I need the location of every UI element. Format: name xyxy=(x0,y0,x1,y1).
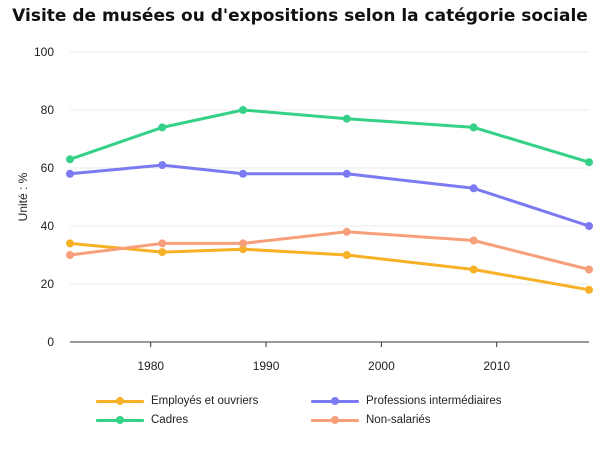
chart-title: Visite de musées ou d'expositions selon … xyxy=(12,6,588,26)
data-point xyxy=(469,265,478,274)
x-tick-label: 1980 xyxy=(137,359,164,373)
y-tick-label: 20 xyxy=(41,277,55,291)
y-axis-title: Unité : % xyxy=(16,172,30,221)
y-tick-label: 0 xyxy=(47,335,54,349)
legend-item[interactable]: Professions intermédiaires xyxy=(311,394,526,408)
data-point xyxy=(585,158,593,167)
legend-label: Cadres xyxy=(151,414,189,426)
legend-swatch-icon xyxy=(96,413,144,427)
data-point xyxy=(66,169,74,178)
data-point xyxy=(239,239,247,248)
data-point xyxy=(469,184,478,193)
series-lines xyxy=(66,106,593,294)
data-point xyxy=(239,169,247,178)
x-tick-label: 1990 xyxy=(253,359,280,373)
data-point xyxy=(585,265,593,274)
data-point xyxy=(66,239,74,248)
line-chart: 0 20 40 60 80 100 1980 1990 2000 2010 Unité : % xyxy=(16,45,593,373)
axes: 0 20 40 60 80 100 1980 1990 2000 2010 xyxy=(34,45,589,373)
data-point xyxy=(469,123,478,132)
data-point xyxy=(158,161,167,170)
legend: Employés et ouvriers Professions interméd… xyxy=(96,394,556,427)
data-point xyxy=(585,222,593,230)
series-line xyxy=(68,163,591,228)
data-point xyxy=(158,239,167,248)
data-point xyxy=(66,251,74,259)
series-line xyxy=(68,230,591,271)
y-tick-label: 80 xyxy=(41,103,55,117)
legend-label: Professions intermédiaires xyxy=(366,395,502,407)
data-point xyxy=(66,155,74,164)
data-point xyxy=(239,106,247,114)
series-line xyxy=(68,241,591,292)
data-point xyxy=(239,245,247,254)
series-line xyxy=(68,108,591,164)
data-point xyxy=(158,248,167,257)
legend-swatch-icon xyxy=(311,394,359,408)
legend-label: Non-salariés xyxy=(366,414,431,426)
legend-item[interactable]: Non-salariés xyxy=(311,413,526,427)
legend-item[interactable]: Employés et ouvriers xyxy=(96,394,311,408)
data-point xyxy=(158,123,167,132)
y-tick-label: 40 xyxy=(41,219,55,233)
data-point xyxy=(342,251,351,259)
data-point xyxy=(342,169,351,178)
x-tick-label: 2000 xyxy=(368,359,395,373)
gridlines xyxy=(70,51,589,343)
data-point xyxy=(342,227,351,236)
legend-swatch-icon xyxy=(311,413,359,427)
data-point xyxy=(469,236,478,245)
x-tick-label: 2010 xyxy=(483,359,510,373)
legend-item[interactable]: Cadres xyxy=(96,413,311,427)
y-tick-label: 100 xyxy=(34,45,54,59)
data-point xyxy=(585,285,593,294)
data-point xyxy=(342,114,351,123)
legend-label: Employés et ouvriers xyxy=(151,395,259,407)
y-tick-label: 60 xyxy=(41,161,55,175)
legend-swatch-icon xyxy=(96,394,144,408)
